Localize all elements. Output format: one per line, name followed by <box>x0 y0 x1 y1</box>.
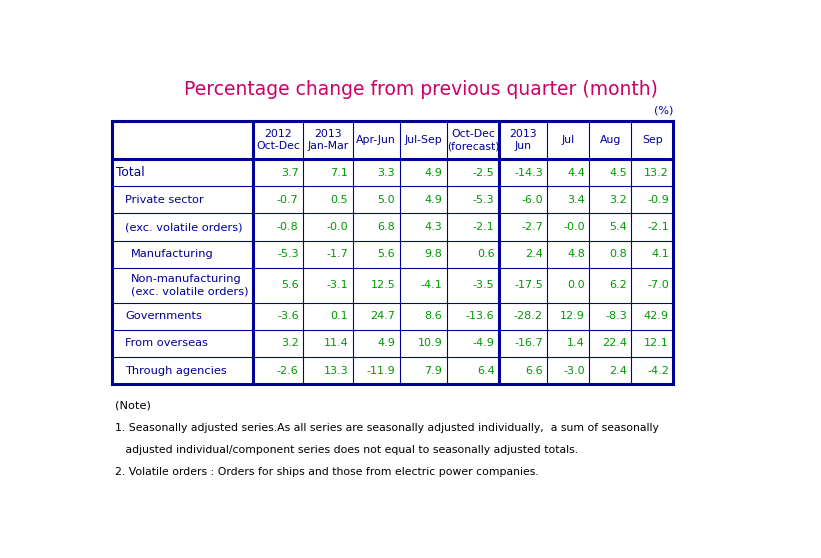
Text: Through agencies: Through agencies <box>125 365 227 376</box>
Text: -4.9: -4.9 <box>473 339 494 348</box>
Text: -28.2: -28.2 <box>514 311 543 321</box>
Text: 12.9: 12.9 <box>560 311 585 321</box>
Text: -3.1: -3.1 <box>327 280 348 290</box>
Text: Non-manufacturing
(exc. volatile orders): Non-manufacturing (exc. volatile orders) <box>131 274 249 296</box>
Text: 13.3: 13.3 <box>323 365 348 376</box>
Text: -3.6: -3.6 <box>277 311 299 321</box>
Text: -3.5: -3.5 <box>473 280 494 290</box>
Text: 12.1: 12.1 <box>644 339 669 348</box>
Text: 2. Volatile orders : Orders for ships and those from electric power companies.: 2. Volatile orders : Orders for ships an… <box>115 468 539 478</box>
Text: 10.9: 10.9 <box>418 339 443 348</box>
Text: -8.3: -8.3 <box>605 311 627 321</box>
Text: -2.1: -2.1 <box>647 222 669 232</box>
Text: 4.9: 4.9 <box>424 168 443 178</box>
Text: -2.7: -2.7 <box>521 222 543 232</box>
Text: 3.4: 3.4 <box>567 195 585 205</box>
Text: -2.1: -2.1 <box>473 222 494 232</box>
Text: Oct-Dec
(forecast): Oct-Dec (forecast) <box>447 128 499 151</box>
Text: 7.1: 7.1 <box>331 168 348 178</box>
Text: 0.8: 0.8 <box>609 249 627 259</box>
Text: -3.0: -3.0 <box>563 365 585 376</box>
Text: 6.8: 6.8 <box>378 222 396 232</box>
Text: Jul: Jul <box>562 135 575 145</box>
Text: 5.4: 5.4 <box>609 222 627 232</box>
Text: -16.7: -16.7 <box>514 339 543 348</box>
Text: -0.7: -0.7 <box>277 195 299 205</box>
Text: 5.6: 5.6 <box>378 249 396 259</box>
Text: -13.6: -13.6 <box>466 311 494 321</box>
Text: 3.2: 3.2 <box>281 339 299 348</box>
Text: 4.1: 4.1 <box>651 249 669 259</box>
Text: -4.2: -4.2 <box>647 365 669 376</box>
Text: -0.0: -0.0 <box>327 222 348 232</box>
Text: Manufacturing: Manufacturing <box>131 249 214 259</box>
Text: Total: Total <box>116 166 144 179</box>
Text: -1.7: -1.7 <box>327 249 348 259</box>
Text: 4.3: 4.3 <box>424 222 443 232</box>
Text: adjusted individual/component series does not equal to seasonally adjusted total: adjusted individual/component series doe… <box>115 445 579 455</box>
Text: 24.7: 24.7 <box>370 311 396 321</box>
Text: -7.0: -7.0 <box>647 280 669 290</box>
Text: (%): (%) <box>654 105 673 116</box>
Text: 11.4: 11.4 <box>323 339 348 348</box>
Text: 12.5: 12.5 <box>370 280 396 290</box>
Text: 0.1: 0.1 <box>331 311 348 321</box>
Text: -6.0: -6.0 <box>521 195 543 205</box>
Text: 1.4: 1.4 <box>567 339 585 348</box>
Text: 2.4: 2.4 <box>525 249 543 259</box>
Text: 42.9: 42.9 <box>644 311 669 321</box>
Text: 2013
Jan-Mar: 2013 Jan-Mar <box>307 128 348 151</box>
Text: -5.3: -5.3 <box>277 249 299 259</box>
Text: 6.2: 6.2 <box>609 280 627 290</box>
Text: Governments: Governments <box>125 311 202 321</box>
Text: 6.4: 6.4 <box>477 365 494 376</box>
Text: 9.8: 9.8 <box>424 249 443 259</box>
Text: Sep: Sep <box>642 135 663 145</box>
Text: Private sector: Private sector <box>125 195 204 205</box>
Text: 2013
Jun: 2013 Jun <box>509 128 537 151</box>
Text: 8.6: 8.6 <box>424 311 443 321</box>
Text: 0.0: 0.0 <box>567 280 585 290</box>
Text: -5.3: -5.3 <box>473 195 494 205</box>
Text: Apr-Jun: Apr-Jun <box>356 135 396 145</box>
Text: -4.1: -4.1 <box>420 280 443 290</box>
Text: 5.0: 5.0 <box>378 195 396 205</box>
Text: 2012
Oct-Dec: 2012 Oct-Dec <box>256 128 300 151</box>
Text: -0.8: -0.8 <box>277 222 299 232</box>
Text: 2.4: 2.4 <box>609 365 627 376</box>
Text: (Note): (Note) <box>115 401 151 410</box>
Text: 4.9: 4.9 <box>424 195 443 205</box>
Text: -2.6: -2.6 <box>277 365 299 376</box>
Text: 7.9: 7.9 <box>424 365 443 376</box>
Text: 4.8: 4.8 <box>567 249 585 259</box>
Text: 0.5: 0.5 <box>331 195 348 205</box>
Text: 4.4: 4.4 <box>567 168 585 178</box>
Text: 1. Seasonally adjusted series.As all series are seasonally adjusted individually: 1. Seasonally adjusted series.As all ser… <box>115 423 659 432</box>
Text: -2.5: -2.5 <box>473 168 494 178</box>
Text: 6.6: 6.6 <box>525 365 543 376</box>
Text: -17.5: -17.5 <box>514 280 543 290</box>
Text: 13.2: 13.2 <box>644 168 669 178</box>
Text: 4.5: 4.5 <box>609 168 627 178</box>
Text: 3.7: 3.7 <box>281 168 299 178</box>
Text: Aug: Aug <box>599 135 621 145</box>
Text: 3.2: 3.2 <box>609 195 627 205</box>
Text: -0.9: -0.9 <box>647 195 669 205</box>
Text: (exc. volatile orders): (exc. volatile orders) <box>125 222 242 232</box>
Text: 4.9: 4.9 <box>378 339 396 348</box>
Text: -0.0: -0.0 <box>563 222 585 232</box>
Text: 3.3: 3.3 <box>378 168 396 178</box>
Text: -11.9: -11.9 <box>366 365 396 376</box>
Text: 22.4: 22.4 <box>602 339 627 348</box>
Text: From overseas: From overseas <box>125 339 208 348</box>
Text: Percentage change from previous quarter (month): Percentage change from previous quarter … <box>184 80 658 99</box>
Text: 5.6: 5.6 <box>281 280 299 290</box>
Text: Jul-Sep: Jul-Sep <box>405 135 443 145</box>
Text: -14.3: -14.3 <box>514 168 543 178</box>
Text: 0.6: 0.6 <box>477 249 494 259</box>
